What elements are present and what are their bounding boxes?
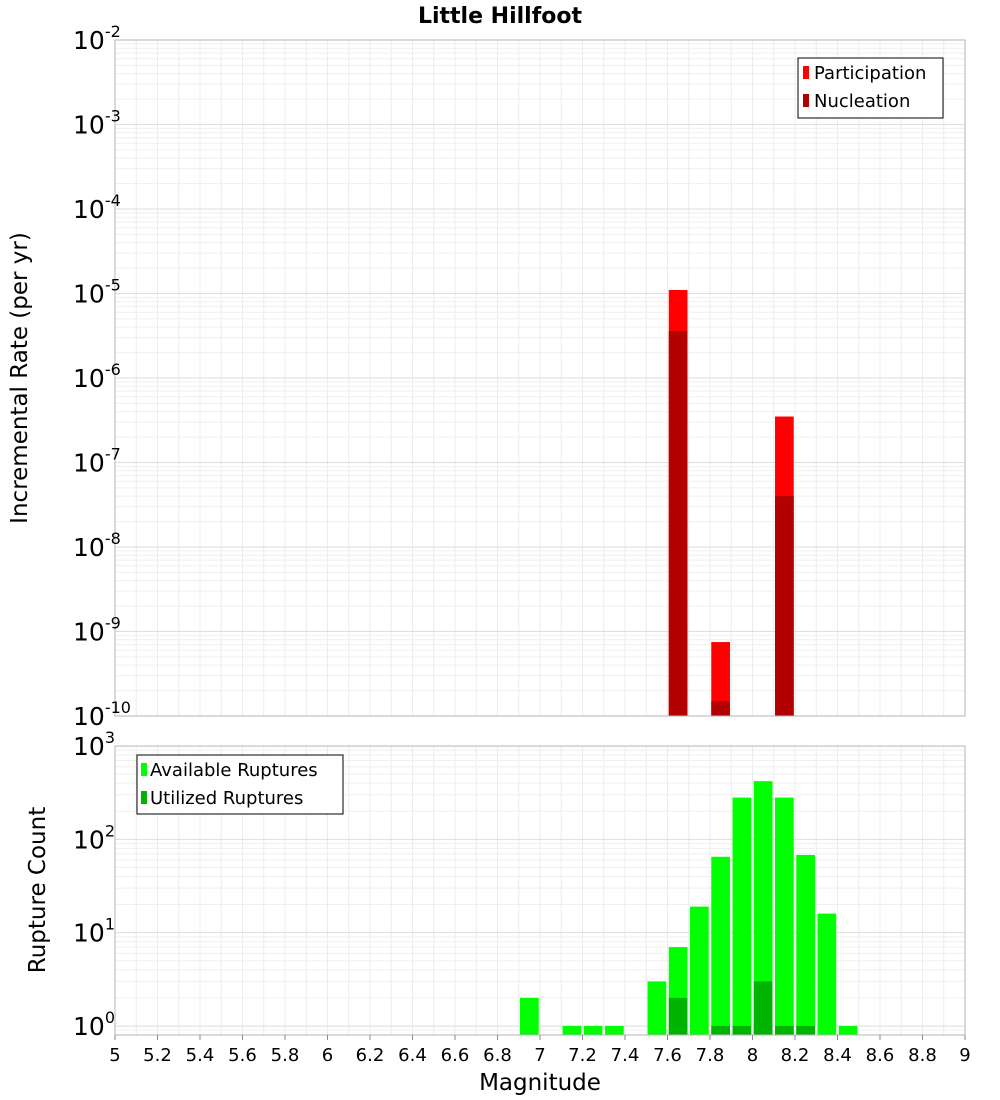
x-tick-label: 8.4 (823, 1045, 852, 1066)
x-tick-label: 8.6 (866, 1045, 895, 1066)
x-tick-label: 6.8 (483, 1045, 512, 1066)
top-bars (668, 290, 794, 716)
x-tick-label: 7.6 (653, 1045, 682, 1066)
bar-utilized-ruptures (775, 1025, 794, 1035)
x-axis-label: Magnitude (479, 1070, 601, 1096)
y-tick-label: 10-9 (73, 614, 121, 647)
bottom-x-ticks: 5 5.2 5.4 5.6 5.8 6 6.2 6.4 6.6 6.8 7 7.2 7.4 7.6 7.8 8… (109, 1035, 971, 1066)
bar-available-ruptures (732, 797, 752, 1035)
y-tick-label: 10-4 (73, 191, 121, 224)
x-tick-label: 7 (534, 1045, 545, 1066)
bar-available-ruptures (562, 1025, 582, 1035)
legend-label-participation: Participation (814, 63, 926, 84)
x-tick-label: 8.8 (908, 1045, 937, 1066)
y-tick-label: 10-6 (73, 360, 121, 393)
top-legend: Participation Nucleation (797, 57, 944, 119)
top-plot-panel: 10-2 10-3 10-4 10-5 10-6 10-7 10-8 10-9 10-10 In… (7, 22, 966, 731)
top-grid (114, 40, 966, 717)
chart-title: Little Hillfoot (418, 4, 583, 29)
y-tick-label: 10-5 (73, 276, 121, 309)
x-tick-label: 8 (747, 1045, 758, 1066)
legend-label-available: Available Ruptures (150, 760, 318, 781)
bar-utilized-ruptures (732, 1025, 752, 1035)
y-tick-label: 102 (73, 821, 115, 854)
y-tick-label: 10-10 (73, 698, 131, 731)
x-tick-label: 7.8 (696, 1045, 725, 1066)
bar-nucleation (711, 701, 730, 716)
legend-swatch-nucleation (803, 94, 809, 107)
bar-available-ruptures (775, 797, 794, 1035)
bar-available-ruptures (711, 856, 730, 1035)
top-y-axis-label: Incremental Rate (per yr) (7, 232, 33, 524)
x-tick-label: 6.4 (398, 1045, 427, 1066)
top-y-ticks: 10-2 10-3 10-4 10-5 10-6 10-7 10-8 10-9 10-10 (73, 22, 131, 731)
bottom-legend-box (136, 754, 344, 815)
bar-available-ruptures (796, 854, 815, 1035)
bar-nucleation (775, 496, 794, 716)
bottom-y-axis-label: Rupture Count (25, 807, 51, 973)
legend-label-nucleation: Nucleation (814, 91, 910, 112)
y-tick-label: 101 (73, 915, 115, 948)
x-tick-label: 5.6 (228, 1045, 257, 1066)
y-tick-label: 103 (73, 728, 115, 761)
x-tick-label: 5.8 (271, 1045, 300, 1066)
bar-available-ruptures (605, 1025, 624, 1035)
bar-utilized-ruptures (753, 981, 773, 1035)
bar-utilized-ruptures (668, 997, 688, 1035)
bottom-y-ticks: 103 102 101 100 (73, 728, 115, 1041)
x-tick-label: 6.2 (356, 1045, 385, 1066)
x-tick-label: 5.2 (143, 1045, 172, 1066)
bar-available-ruptures (817, 913, 837, 1035)
bar-utilized-ruptures (711, 1025, 730, 1035)
bar-available-ruptures (838, 1025, 858, 1035)
bar-available-ruptures (520, 997, 539, 1035)
x-tick-label: 6.6 (441, 1045, 470, 1066)
x-tick-label: 6 (322, 1045, 333, 1066)
bar-participation (711, 642, 730, 716)
y-tick-label: 10-2 (73, 22, 121, 55)
top-legend-box (797, 57, 944, 119)
bottom-legend: Available Ruptures Utilized Ruptures (136, 754, 344, 815)
top-plot-border (114, 39, 966, 717)
x-tick-label: 5 (109, 1045, 120, 1066)
y-tick-label: 10-7 (73, 445, 121, 478)
y-tick-label: 100 (73, 1008, 115, 1041)
x-tick-label: 8.2 (781, 1045, 810, 1066)
x-tick-label: 7.4 (611, 1045, 640, 1066)
y-tick-label: 10-8 (73, 529, 121, 562)
x-tick-label: 7.2 (568, 1045, 597, 1066)
bar-utilized-ruptures (796, 1025, 815, 1035)
bar-available-ruptures (753, 781, 773, 1035)
bar-nucleation (668, 330, 688, 716)
bottom-bars (520, 781, 858, 1035)
bar-available-ruptures (647, 981, 667, 1035)
x-tick-label: 5.4 (186, 1045, 215, 1066)
y-tick-label: 10-3 (73, 107, 121, 140)
legend-swatch-utilized (141, 791, 147, 804)
legend-label-utilized: Utilized Ruptures (150, 788, 303, 809)
x-tick-label: 9 (959, 1045, 970, 1066)
bar-available-ruptures (690, 906, 709, 1035)
legend-swatch-participation (803, 66, 809, 79)
legend-swatch-available (141, 763, 147, 776)
bottom-plot-panel: 103 102 101 100 5 5.2 5.4 5.6 5.8 6 6.2 6.4 6.6 6.8 7… (25, 728, 971, 1096)
bar-available-ruptures (583, 1025, 603, 1035)
